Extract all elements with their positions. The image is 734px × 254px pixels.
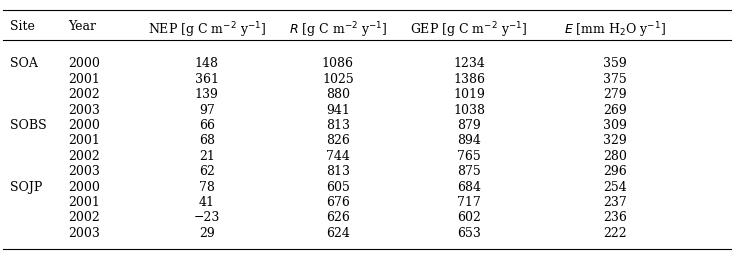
- Text: 765: 765: [457, 150, 481, 163]
- Text: 2000: 2000: [68, 119, 101, 132]
- Text: 41: 41: [199, 196, 215, 209]
- Text: 375: 375: [603, 73, 627, 86]
- Text: 29: 29: [199, 227, 214, 240]
- Text: SOBS: SOBS: [10, 119, 47, 132]
- Text: 826: 826: [326, 134, 350, 148]
- Text: 684: 684: [457, 181, 481, 194]
- Text: 296: 296: [603, 165, 627, 178]
- Text: 329: 329: [603, 134, 627, 148]
- Text: 2002: 2002: [68, 150, 100, 163]
- Text: 2001: 2001: [68, 196, 101, 209]
- Text: 2003: 2003: [68, 227, 101, 240]
- Text: −23: −23: [194, 212, 220, 225]
- Text: 2000: 2000: [68, 57, 101, 70]
- Text: 139: 139: [195, 88, 219, 101]
- Text: 605: 605: [326, 181, 350, 194]
- Text: 1019: 1019: [453, 88, 485, 101]
- Text: 280: 280: [603, 150, 627, 163]
- Text: 879: 879: [457, 119, 481, 132]
- Text: 624: 624: [326, 227, 350, 240]
- Text: NEP [g C m$^{-2}$ y$^{-1}$]: NEP [g C m$^{-2}$ y$^{-1}$]: [148, 20, 266, 40]
- Text: 78: 78: [199, 181, 214, 194]
- Text: 2001: 2001: [68, 134, 101, 148]
- Text: 1025: 1025: [322, 73, 354, 86]
- Text: 1086: 1086: [322, 57, 354, 70]
- Text: 813: 813: [326, 165, 350, 178]
- Text: 2003: 2003: [68, 165, 101, 178]
- Text: 880: 880: [326, 88, 350, 101]
- Text: 2003: 2003: [68, 104, 101, 117]
- Text: 676: 676: [326, 196, 350, 209]
- Text: 97: 97: [199, 104, 214, 117]
- Text: 717: 717: [457, 196, 481, 209]
- Text: Site: Site: [10, 20, 35, 33]
- Text: $R$ [g C m$^{-2}$ y$^{-1}$]: $R$ [g C m$^{-2}$ y$^{-1}$]: [288, 20, 387, 40]
- Text: 2001: 2001: [68, 73, 101, 86]
- Text: 222: 222: [603, 227, 627, 240]
- Text: 68: 68: [199, 134, 215, 148]
- Text: 2002: 2002: [68, 212, 100, 225]
- Text: 2000: 2000: [68, 181, 101, 194]
- Text: 1234: 1234: [453, 57, 485, 70]
- Text: 21: 21: [199, 150, 214, 163]
- Text: 2002: 2002: [68, 88, 100, 101]
- Text: GEP [g C m$^{-2}$ y$^{-1}$]: GEP [g C m$^{-2}$ y$^{-1}$]: [410, 20, 528, 40]
- Text: 279: 279: [603, 88, 627, 101]
- Text: 269: 269: [603, 104, 627, 117]
- Text: 875: 875: [457, 165, 481, 178]
- Text: 359: 359: [603, 57, 627, 70]
- Text: $E$ [mm H$_2$O y$^{-1}$]: $E$ [mm H$_2$O y$^{-1}$]: [564, 20, 666, 40]
- Text: 237: 237: [603, 196, 627, 209]
- Text: SOA: SOA: [10, 57, 38, 70]
- Text: 813: 813: [326, 119, 350, 132]
- Text: SOJP: SOJP: [10, 181, 43, 194]
- Text: 744: 744: [326, 150, 350, 163]
- Text: 66: 66: [199, 119, 215, 132]
- Text: 602: 602: [457, 212, 481, 225]
- Text: 236: 236: [603, 212, 627, 225]
- Text: 894: 894: [457, 134, 481, 148]
- Text: 254: 254: [603, 181, 627, 194]
- Text: 1038: 1038: [453, 104, 485, 117]
- Text: 309: 309: [603, 119, 627, 132]
- Text: 148: 148: [195, 57, 219, 70]
- Text: 626: 626: [326, 212, 350, 225]
- Text: 1386: 1386: [453, 73, 485, 86]
- Text: 653: 653: [457, 227, 481, 240]
- Text: 361: 361: [195, 73, 219, 86]
- Text: 941: 941: [326, 104, 350, 117]
- Text: 62: 62: [199, 165, 214, 178]
- Text: Year: Year: [68, 20, 96, 33]
